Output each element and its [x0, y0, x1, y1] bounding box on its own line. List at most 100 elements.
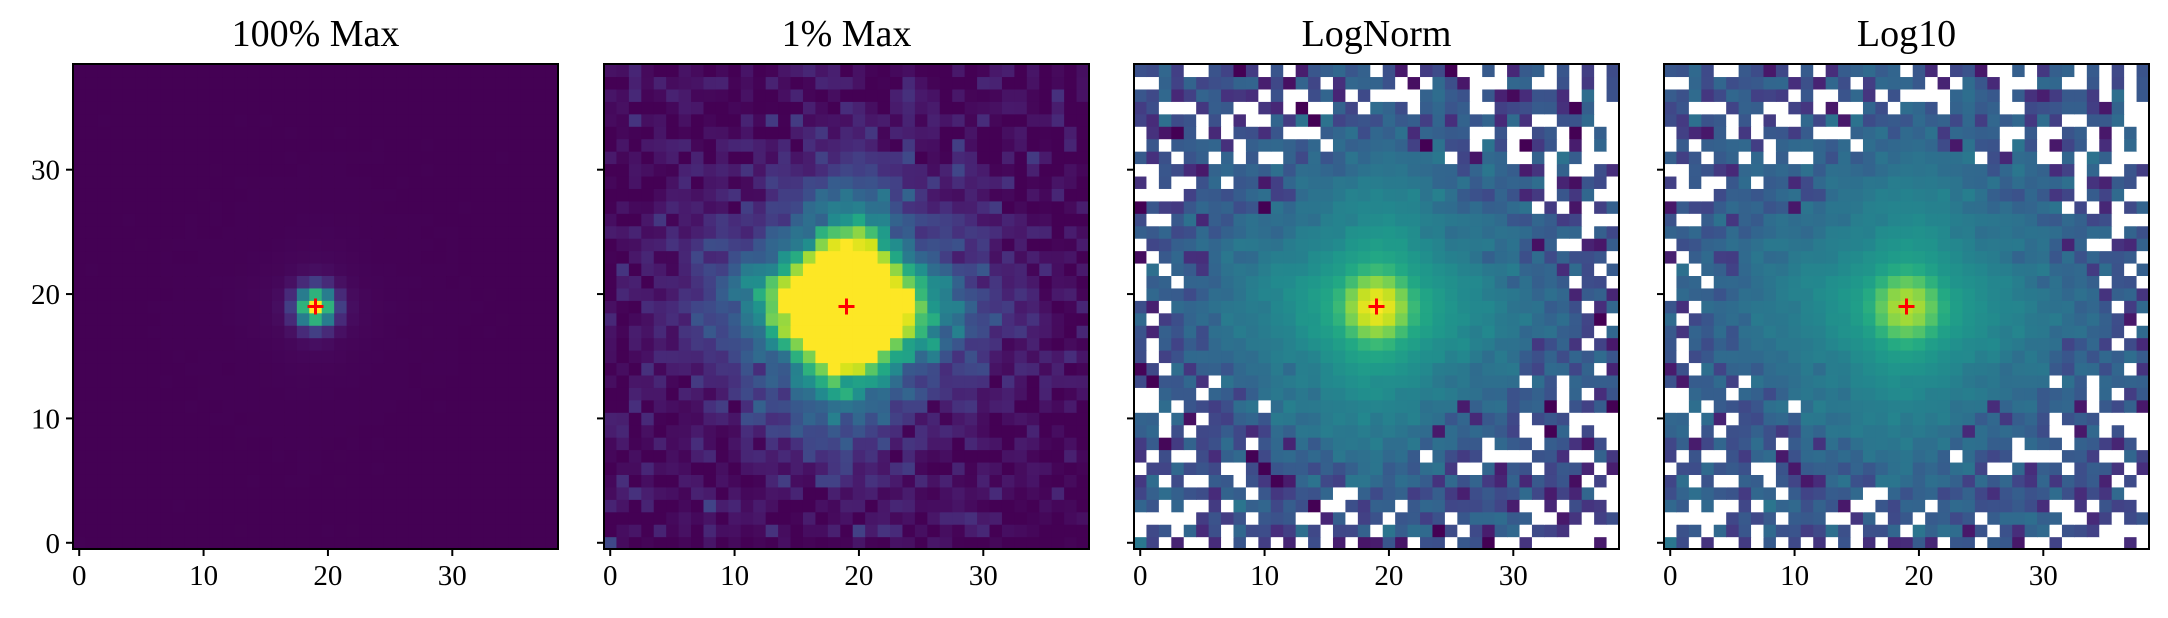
- heatmap-cell: [247, 126, 261, 140]
- heatmap-cell: [802, 350, 817, 364]
- heatmap-cell: [346, 64, 360, 78]
- heatmap-cell: [296, 262, 310, 277]
- masked-cell: [1469, 76, 1483, 90]
- heatmap-cell: [184, 126, 198, 140]
- heatmap-cell: [209, 424, 223, 438]
- heatmap-cell: [840, 449, 854, 463]
- heatmap-cell: [172, 499, 186, 513]
- heatmap-cell: [458, 101, 472, 115]
- heatmap-cell: [653, 163, 667, 177]
- heatmap-cell: [421, 138, 435, 152]
- heatmap-cell: [715, 449, 729, 463]
- heatmap-cell: [765, 250, 779, 264]
- heatmap-cell: [902, 64, 916, 78]
- heatmap-cell: [1258, 138, 1272, 152]
- heatmap-cell: [209, 275, 223, 289]
- masked-cell: [1726, 499, 1740, 513]
- heatmap-cell: [939, 64, 953, 78]
- heatmap-cell: [977, 486, 991, 500]
- heatmap-cell: [1482, 238, 1496, 252]
- heatmap-cell: [110, 200, 124, 214]
- heatmap-cell: [147, 325, 161, 339]
- heatmap-cell: [1039, 262, 1053, 277]
- heatmap-cell: [703, 350, 717, 364]
- heatmap-cell: [1064, 213, 1078, 227]
- heatmap-cell: [359, 200, 373, 214]
- heatmap-cell: [715, 64, 729, 78]
- heatmap-cell: [890, 101, 904, 115]
- heatmap-cell: [952, 300, 966, 314]
- heatmap-cell: [1233, 325, 1247, 339]
- heatmap-cell: [1064, 250, 1078, 264]
- heatmap-cell: [1295, 350, 1309, 364]
- heatmap-cell: [1531, 350, 1545, 364]
- heatmap-cell: [234, 200, 248, 214]
- heatmap-cell: [1788, 449, 1802, 463]
- heatmap-cell: [977, 188, 991, 202]
- heatmap-cell: [678, 437, 692, 451]
- heatmap-cell: [1544, 225, 1558, 239]
- heatmap-cell: [1444, 64, 1458, 78]
- heatmap-cell: [778, 287, 792, 301]
- heatmap-cell: [1999, 474, 2013, 488]
- heatmap-cell: [1813, 461, 1827, 475]
- heatmap-cell: [533, 312, 547, 326]
- heatmap-cell: [802, 76, 817, 90]
- heatmap-cell: [1258, 536, 1272, 550]
- heatmap-cell: [346, 126, 360, 140]
- heatmap-cell: [396, 138, 410, 152]
- heatmap-cell: [1569, 474, 1583, 488]
- heatmap-cell: [321, 511, 335, 525]
- heatmap-cell: [1370, 387, 1384, 401]
- heatmap-cell: [458, 374, 472, 388]
- heatmap-cell: [1258, 461, 1272, 475]
- heatmap-cell: [209, 437, 223, 451]
- heatmap-cell: [753, 126, 767, 140]
- heatmap-cell: [346, 486, 360, 500]
- heatmap-cell: [1171, 337, 1185, 351]
- heatmap-cell: [1039, 486, 1053, 500]
- heatmap-cell: [865, 337, 879, 351]
- heatmap-cell: [1183, 188, 1197, 202]
- heatmap-cell: [852, 138, 866, 152]
- heatmap-cell: [433, 275, 447, 289]
- heatmap-cell: [728, 175, 742, 189]
- heatmap-cell: [470, 175, 484, 189]
- heatmap-cell: [1544, 524, 1558, 538]
- heatmap-cell: [309, 101, 323, 115]
- heatmap-cell: [1701, 486, 1715, 500]
- heatmap-cell: [691, 101, 705, 115]
- heatmap-cell: [1270, 424, 1284, 438]
- heatmap-cell: [1838, 524, 1852, 538]
- heatmap-cell: [1258, 474, 1272, 488]
- heatmap-cell: [1001, 225, 1015, 239]
- heatmap-cell: [346, 536, 360, 550]
- heatmap-cell: [433, 238, 447, 252]
- heatmap-cell: [1345, 474, 1359, 488]
- heatmap-cell: [840, 424, 854, 438]
- heatmap-cell: [346, 461, 360, 475]
- heatmap-cell: [135, 163, 149, 177]
- heatmap-cell: [85, 250, 99, 264]
- heatmap-cell: [247, 511, 261, 525]
- heatmap-cell: [271, 213, 286, 227]
- heatmap-cell: [890, 325, 904, 339]
- heatmap-cell: [1788, 461, 1802, 475]
- heatmap-cell: [1051, 399, 1065, 413]
- heatmap-cell: [939, 275, 953, 289]
- heatmap-cell: [85, 499, 99, 513]
- masked-cell: [1146, 188, 1160, 202]
- heatmap-cell: [1507, 188, 1521, 202]
- heatmap-cell: [703, 76, 717, 90]
- heatmap-cell: [616, 374, 630, 388]
- heatmap-cell: [1519, 312, 1533, 326]
- heatmap-cell: [840, 188, 854, 202]
- heatmap-cell: [1912, 437, 1926, 451]
- heatmap-cell: [321, 399, 335, 413]
- heatmap-cell: [1221, 76, 1235, 90]
- heatmap-cell: [520, 387, 534, 401]
- heatmap-cell: [135, 76, 149, 90]
- heatmap-cell: [85, 486, 99, 500]
- heatmap-cell: [802, 474, 817, 488]
- heatmap-cell: [408, 350, 422, 364]
